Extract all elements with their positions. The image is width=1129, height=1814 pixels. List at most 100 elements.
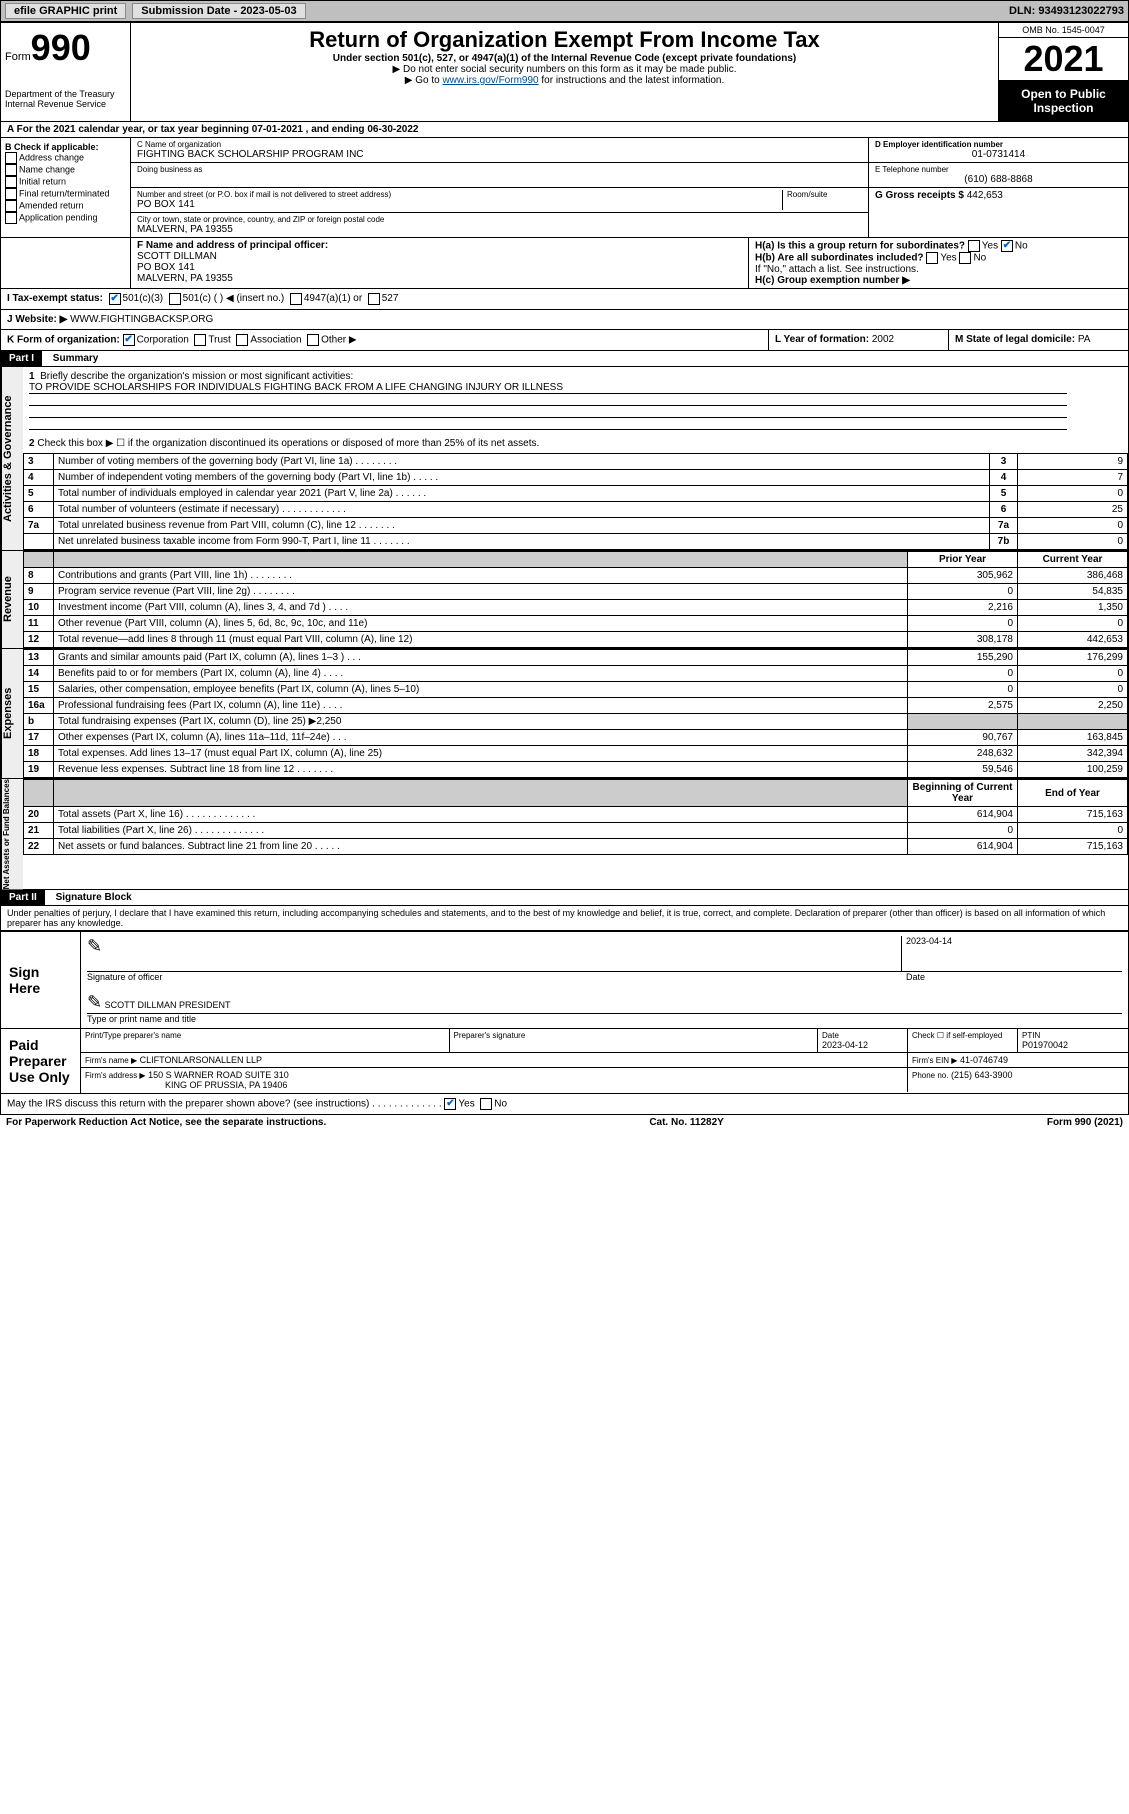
state-domicile: PA bbox=[1078, 334, 1091, 345]
ptin: P01970042 bbox=[1022, 1040, 1124, 1050]
k-trust: Trust bbox=[208, 335, 230, 346]
i-label: I Tax-exempt status: bbox=[7, 293, 103, 305]
prep-name-label: Print/Type preparer's name bbox=[85, 1031, 445, 1040]
k-assoc-check[interactable] bbox=[236, 334, 248, 346]
ha-label: H(a) Is this a group return for subordin… bbox=[755, 241, 965, 252]
form-title: Return of Organization Exempt From Incom… bbox=[135, 27, 994, 53]
may-yes-check[interactable]: ✔ bbox=[444, 1098, 456, 1110]
l2: Check this box ▶ ☐ if the organization d… bbox=[37, 438, 539, 449]
dba-label: Doing business as bbox=[137, 165, 862, 174]
i-row: I Tax-exempt status: ✔501(c)(3) 501(c) (… bbox=[0, 289, 1129, 310]
paid-preparer-label: Paid Preparer Use Only bbox=[1, 1029, 81, 1093]
sig-officer-label: Signature of officer bbox=[87, 972, 902, 982]
i-501c: 501(c) ( ) ◀ (insert no.) bbox=[183, 293, 285, 305]
website: WWW.FIGHTINGBACKSP.ORG bbox=[70, 314, 213, 325]
prep-date: 2023-04-12 bbox=[822, 1040, 903, 1050]
form-label: Form bbox=[5, 51, 31, 63]
j-row: J Website: ▶ WWW.FIGHTINGBACKSP.ORG bbox=[0, 310, 1129, 330]
i-4947: 4947(a)(1) or bbox=[304, 293, 362, 305]
ha-no: No bbox=[1015, 241, 1028, 252]
officer-title-label: Type or print name and title bbox=[87, 1014, 1122, 1024]
mission: TO PROVIDE SCHOLARSHIPS FOR INDIVIDUALS … bbox=[29, 382, 1067, 394]
ptin-label: PTIN bbox=[1022, 1031, 1124, 1040]
ha-yes: Yes bbox=[982, 241, 998, 252]
may-yes: Yes bbox=[458, 1099, 474, 1110]
officer-printed: SCOTT DILLMAN PRESIDENT bbox=[105, 1000, 231, 1010]
irs-link[interactable]: www.irs.gov/Form990 bbox=[442, 75, 538, 86]
top-bar: efile GRAPHIC print Submission Date - 20… bbox=[0, 0, 1129, 22]
hc-label: H(c) Group exemption number ▶ bbox=[755, 275, 1122, 286]
ha-yes-check[interactable] bbox=[968, 240, 980, 252]
b-pending[interactable]: Application pending bbox=[5, 212, 126, 224]
sig-date-label: Date bbox=[902, 972, 1122, 982]
b-initial[interactable]: Initial return bbox=[5, 176, 126, 188]
k-corp-check[interactable]: ✔ bbox=[123, 334, 135, 346]
j-label: J Website: ▶ bbox=[7, 314, 67, 325]
l-label: L Year of formation: bbox=[775, 334, 869, 345]
part2-tag: Part II bbox=[1, 890, 45, 905]
self-emp-label: Check ☐ if self-employed bbox=[912, 1031, 1013, 1040]
goto-pre: ▶ Go to bbox=[405, 75, 443, 86]
l1-label: Briefly describe the organization's miss… bbox=[40, 371, 353, 382]
room-label: Room/suite bbox=[787, 190, 862, 199]
b-final[interactable]: Final return/terminated bbox=[5, 188, 126, 200]
subtitle-3: ▶ Go to www.irs.gov/Form990 for instruct… bbox=[135, 75, 994, 86]
b-addr-change[interactable]: Address change bbox=[5, 152, 126, 164]
city: MALVERN, PA 19355 bbox=[137, 224, 862, 235]
hb-yes-check[interactable] bbox=[926, 252, 938, 264]
i-501c3-check[interactable]: ✔ bbox=[109, 293, 121, 305]
klm-row: K Form of organization: ✔Corporation Tru… bbox=[0, 330, 1129, 351]
form-header: Form990 Department of the Treasury Inter… bbox=[0, 22, 1129, 122]
org-name: FIGHTING BACK SCHOLARSHIP PROGRAM INC bbox=[137, 149, 862, 160]
k-trust-check[interactable] bbox=[194, 334, 206, 346]
subtitle-2: ▶ Do not enter social security numbers o… bbox=[135, 64, 994, 75]
hb-no-check[interactable] bbox=[959, 252, 971, 264]
firm-addr-label: Firm's address ▶ bbox=[85, 1071, 146, 1080]
part2-title: Signature Block bbox=[48, 890, 140, 905]
dln-text: DLN: 93493123022793 bbox=[1009, 5, 1124, 17]
submission-date-button[interactable]: Submission Date - 2023-05-03 bbox=[132, 3, 305, 19]
may-no-check[interactable] bbox=[480, 1098, 492, 1110]
header-grid: B Check if applicable: Address change Na… bbox=[0, 138, 1129, 238]
k-other-check[interactable] bbox=[307, 334, 319, 346]
c-label: C Name of organization bbox=[137, 140, 862, 149]
net-table: Beginning of Current YearEnd of Year20To… bbox=[23, 779, 1128, 855]
may-text: May the IRS discuss this return with the… bbox=[7, 1099, 442, 1110]
form-990-footer: Form 990 (2021) bbox=[1047, 1117, 1123, 1128]
hb-yes: Yes bbox=[940, 253, 956, 264]
i-4947-check[interactable] bbox=[290, 293, 302, 305]
i-501c3: 501(c)(3) bbox=[123, 293, 164, 305]
b-amended[interactable]: Amended return bbox=[5, 200, 126, 212]
telephone: (610) 688-8868 bbox=[875, 174, 1122, 185]
goto-post: for instructions and the latest informat… bbox=[539, 75, 725, 86]
hb-note: If "No," attach a list. See instructions… bbox=[755, 264, 1122, 275]
part1-tag: Part I bbox=[1, 351, 42, 366]
part1-title: Summary bbox=[45, 351, 107, 366]
may-no: No bbox=[494, 1099, 507, 1110]
k-label: K Form of organization: bbox=[7, 335, 120, 346]
i-501c-check[interactable] bbox=[169, 293, 181, 305]
rev-section: Revenue Prior YearCurrent Year8Contribut… bbox=[0, 551, 1129, 649]
i-527-check[interactable] bbox=[368, 293, 380, 305]
b-name-change[interactable]: Name change bbox=[5, 164, 126, 176]
firm-addr2: KING OF PRUSSIA, PA 19406 bbox=[85, 1080, 287, 1090]
sig-date: 2023-04-14 bbox=[906, 936, 1122, 946]
sign-here-label: Sign Here bbox=[1, 932, 81, 1028]
efile-button[interactable]: efile GRAPHIC print bbox=[5, 3, 126, 19]
i-527: 527 bbox=[382, 293, 399, 305]
firm-phone: (215) 643-3900 bbox=[951, 1070, 1013, 1080]
signature-block: Sign Here ✎ 2023-04-14 Signature of offi… bbox=[0, 931, 1129, 1094]
cat-no: Cat. No. 11282Y bbox=[649, 1117, 723, 1128]
firm-ein-label: Firm's EIN ▶ bbox=[912, 1056, 957, 1065]
part1-header-row: Part I Summary bbox=[0, 351, 1129, 367]
city-label: City or town, state or province, country… bbox=[137, 215, 862, 224]
dept-treasury: Department of the Treasury Internal Reve… bbox=[5, 89, 126, 109]
gov-label: Activities & Governance bbox=[1, 367, 23, 550]
form-990: 990 bbox=[31, 27, 91, 68]
g-label: G Gross receipts $ bbox=[875, 190, 964, 201]
prep-sig-label: Preparer's signature bbox=[454, 1031, 814, 1040]
ha-no-check[interactable]: ✔ bbox=[1001, 240, 1013, 252]
rev-label: Revenue bbox=[1, 551, 23, 648]
f-label: F Name and address of principal officer: bbox=[137, 240, 328, 251]
footer: For Paperwork Reduction Act Notice, see … bbox=[0, 1115, 1129, 1130]
